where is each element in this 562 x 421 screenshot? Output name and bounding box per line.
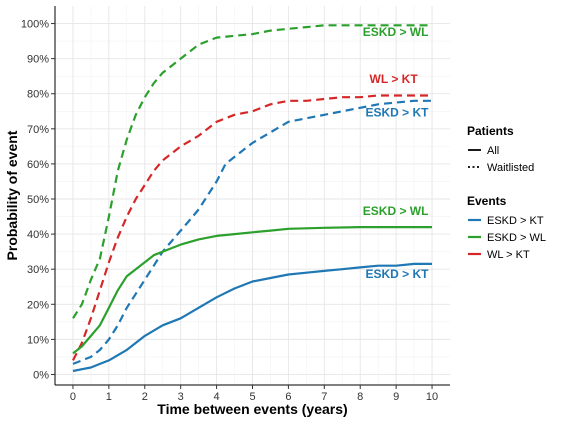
annotation-label: ESKD > WL: [363, 25, 429, 39]
series-lines: [72, 24, 432, 373]
series-line-eskd-kt-waitlisted: [72, 99, 432, 365]
x-tick-label: 8: [357, 391, 363, 403]
legend-item-label: WL > KT: [487, 249, 530, 261]
y-tick-label: 90%: [27, 54, 49, 66]
x-tick-label: 1: [106, 391, 112, 403]
y-tick-label: 50%: [27, 194, 49, 206]
y-axis-title: Probability of event: [4, 130, 20, 260]
y-tick-label: 60%: [27, 159, 49, 171]
x-tick-label: 0: [70, 391, 76, 403]
legend-title: Patients: [467, 124, 514, 138]
y-tick-label: 20%: [27, 299, 49, 311]
annotation-label: ESKD > KT: [365, 106, 429, 120]
legend-item-label: ESKD > WL: [487, 232, 546, 244]
y-tick-label: 10%: [27, 334, 49, 346]
x-axis-title: Time between events (years): [157, 401, 347, 417]
annotations: ESKD > WL WL > KT ESKD > KT ESKD > WL ESKD >…: [363, 25, 429, 281]
x-tick-label: 9: [393, 391, 399, 403]
series-line-wl-kt-waitlisted: [72, 94, 432, 361]
x-tick-label: 6: [285, 391, 291, 403]
legend-item-label: All: [487, 145, 499, 157]
x-tick-label: 10: [426, 391, 438, 403]
legend-title: Events: [467, 194, 507, 208]
y-tick-label: 100%: [21, 19, 49, 31]
legend-item-label: ESKD > KT: [487, 215, 544, 227]
annotation-label: ESKD > KT: [365, 267, 429, 281]
annotation-label: ESKD > WL: [363, 204, 429, 218]
annotation-label: WL > KT: [370, 72, 419, 86]
axes: 0% 10% 20% 30% 40% 50% 60% 70% 80% 90% 100% 0 1 2 3 4 5 6…: [21, 6, 450, 403]
legend-item-label: Waitlisted: [487, 162, 534, 174]
y-tick-label: 40%: [27, 229, 49, 241]
y-tick-label: 30%: [27, 264, 49, 276]
x-tick-label: 3: [178, 391, 184, 403]
y-tick-label: 70%: [27, 124, 49, 136]
x-tick-label: 4: [214, 391, 220, 403]
series-line-eskd-wl-all: [72, 226, 432, 355]
series-line-eskd-wl-waitlisted: [72, 24, 432, 319]
series-line-eskd-kt-all: [72, 262, 432, 373]
legend: Patients All Waitlisted Events ESKD > KT ESKD…: [467, 124, 546, 261]
x-tick-label: 7: [321, 391, 327, 403]
y-tick-label: 80%: [27, 89, 49, 101]
x-tick-label: 5: [249, 391, 255, 403]
x-tick-label: 2: [142, 391, 148, 403]
y-tick-label: 0%: [33, 369, 49, 381]
